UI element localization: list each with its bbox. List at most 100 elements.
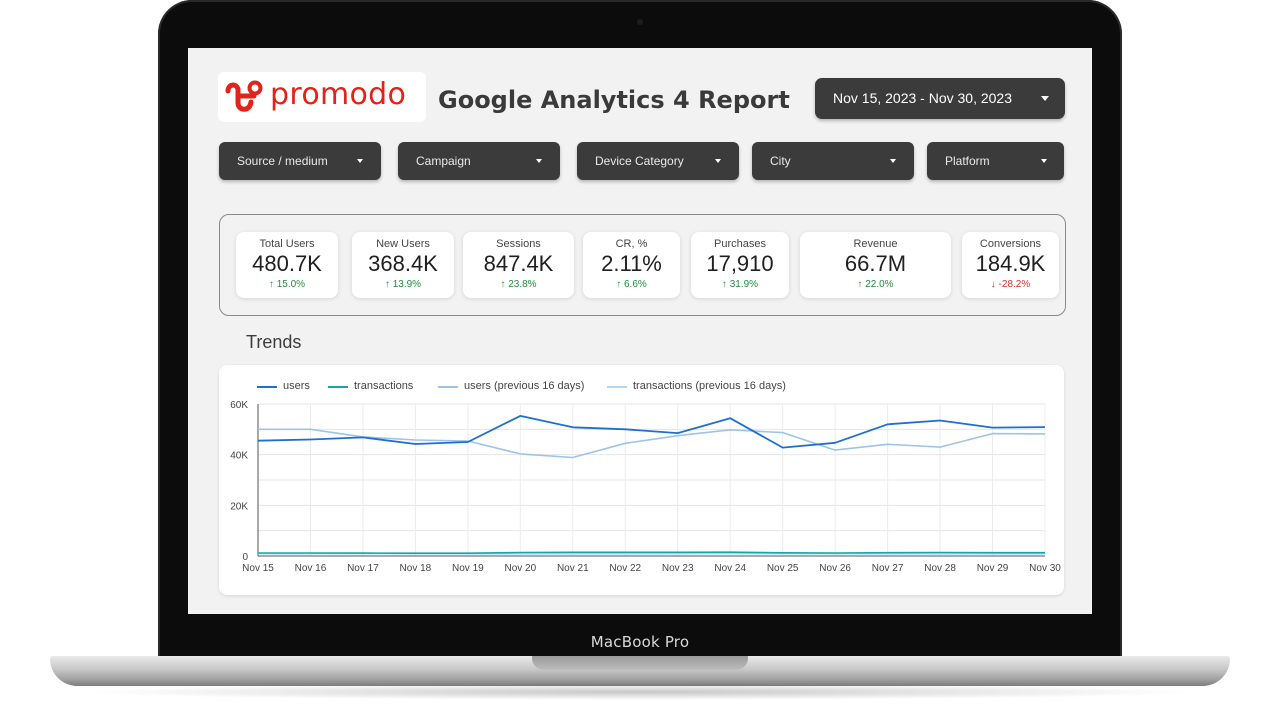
x-tick-label: Nov 19 <box>452 563 484 574</box>
date-range-picker[interactable]: Nov 15, 2023 - Nov 30, 2023 <box>815 78 1065 119</box>
chevron-down-icon <box>1041 159 1047 163</box>
filter-city[interactable]: City <box>752 142 914 180</box>
filter-label: Source / medium <box>237 154 328 168</box>
kpi-delta-value: 31.9% <box>729 279 759 290</box>
x-tick-label: Nov 30 <box>1029 563 1061 574</box>
date-range-label: Nov 15, 2023 - Nov 30, 2023 <box>833 90 1013 106</box>
legend-swatch <box>328 386 348 388</box>
dashboard-screen: promodo Google Analytics 4 Report Nov 15… <box>188 48 1092 614</box>
filter-label: Device Category <box>595 154 684 168</box>
filter-source-medium[interactable]: Source / medium <box>219 142 381 180</box>
kpi-delta: ↑ 13.9% <box>352 279 454 290</box>
legend-label: users (previous 16 days) <box>464 380 585 392</box>
kpi-delta-value: 23.8% <box>508 279 537 290</box>
kpi-card-cr: CR, % 2.11% ↑ 6.6% <box>583 232 680 298</box>
arrow-down-icon: ↓ <box>990 279 996 290</box>
camera-icon <box>637 19 643 25</box>
kpi-delta: ↑ 15.0% <box>236 279 338 290</box>
x-tick-label: Nov 26 <box>819 563 851 574</box>
kpi-delta: ↑ 23.8% <box>463 279 574 290</box>
x-tick-label: Nov 23 <box>662 563 694 574</box>
y-tick-label: 40K <box>230 451 248 462</box>
x-tick-label: Nov 29 <box>977 563 1009 574</box>
kpi-delta: ↑ 31.9% <box>691 279 789 290</box>
kpi-delta: ↑ 6.6% <box>583 279 680 290</box>
kpi-delta: ↓ -28.2% <box>962 279 1059 290</box>
arrow-up-icon: ↑ <box>857 279 863 290</box>
kpi-delta-value: 13.9% <box>392 279 422 290</box>
kpi-label: CR, % <box>615 238 648 250</box>
chevron-down-icon <box>357 159 363 163</box>
x-tick-label: Nov 20 <box>504 563 536 574</box>
kpi-label: Sessions <box>496 238 541 250</box>
chevron-down-icon <box>715 159 721 163</box>
arrow-up-icon: ↑ <box>500 279 506 290</box>
chevron-down-icon <box>536 159 542 163</box>
kpi-delta-value: 15.0% <box>276 279 306 290</box>
kpi-value: 17,910 <box>706 251 774 276</box>
y-tick-label: 60K <box>230 400 248 411</box>
chevron-down-icon <box>1041 96 1049 101</box>
kpi-label: New Users <box>376 238 430 250</box>
series-line-users <box>257 415 1046 449</box>
page-title: Google Analytics 4 Report <box>438 86 790 114</box>
legend-label: transactions <box>354 380 414 392</box>
filter-device-category[interactable]: Device Category <box>577 142 739 180</box>
laptop-notch <box>532 656 748 670</box>
filter-platform[interactable]: Platform <box>927 142 1064 180</box>
kpi-card-sessions: Sessions 847.4K ↑ 23.8% <box>463 232 574 298</box>
kpi-panel: Total Users 480.7K ↑ 15.0% New Users 368… <box>219 214 1066 316</box>
device-label: MacBook Pro <box>590 633 690 651</box>
arrow-up-icon: ↑ <box>268 279 274 290</box>
x-tick-label: Nov 15 <box>242 563 274 574</box>
legend-swatch <box>438 386 458 388</box>
trends-line-chart: 0 20K 40K 60K Nov 15 Nov 16 Nov 17 Nov 18 Nov 19… <box>230 400 1061 574</box>
kpi-label: Revenue <box>853 238 898 250</box>
x-tick-label: Nov 21 <box>557 563 589 574</box>
series-line-users-previous-16-days- <box>258 428 1046 459</box>
filter-label: City <box>770 154 791 168</box>
x-tick-label: Nov 27 <box>872 563 904 574</box>
kpi-value: 66.7M <box>844 251 907 276</box>
brand-name: promodo <box>270 77 407 112</box>
legend-label: transactions (previous 16 days) <box>633 380 786 392</box>
x-tick-label: Nov 24 <box>714 563 746 574</box>
x-tick-label: Nov 18 <box>400 563 432 574</box>
kpi-delta-value: -28.2% <box>998 279 1031 290</box>
kpi-value: 2.11% <box>601 251 662 276</box>
kpi-card-conversions: Conversions 184.9K ↓ -28.2% <box>962 232 1059 298</box>
laptop-shadow <box>80 684 1200 700</box>
kpi-card-revenue: Revenue 66.7M ↑ 22.0% <box>800 232 951 298</box>
y-tick-label: 20K <box>230 501 248 512</box>
x-tick-label: Nov 16 <box>295 563 327 574</box>
x-tick-label: Nov 22 <box>609 563 641 574</box>
kpi-value: 847.4K <box>483 251 554 276</box>
kpi-value: 184.9K <box>975 251 1046 276</box>
filter-label: Platform <box>945 154 990 168</box>
legend-swatch <box>607 386 627 388</box>
kpi-value: 368.4K <box>368 251 438 276</box>
legend-label: users <box>283 380 310 392</box>
promodo-logo-icon <box>225 80 263 112</box>
series-line-transactions <box>258 551 1045 554</box>
y-tick-label: 0 <box>242 552 248 563</box>
filter-campaign[interactable]: Campaign <box>398 142 560 180</box>
kpi-delta-value: 22.0% <box>865 279 894 290</box>
arrow-up-icon: ↑ <box>384 279 390 290</box>
section-title-trends: Trends <box>246 332 302 352</box>
kpi-label: Purchases <box>714 238 766 250</box>
kpi-label: Conversions <box>979 238 1042 250</box>
legend-swatch <box>257 386 277 388</box>
x-tick-label: Nov 28 <box>924 563 956 574</box>
arrow-up-icon: ↑ <box>616 279 622 290</box>
kpi-delta: ↑ 22.0% <box>800 279 951 290</box>
trends-chart-card: users transactions users (previous 16 da… <box>219 365 1064 595</box>
kpi-value: 480.7K <box>252 251 322 276</box>
brand-logo: promodo <box>218 72 426 122</box>
arrow-up-icon: ↑ <box>721 279 727 290</box>
x-tick-label: Nov 17 <box>347 563 379 574</box>
kpi-card-purchases: Purchases 17,910 ↑ 31.9% <box>691 232 789 298</box>
kpi-label: Total Users <box>259 238 315 250</box>
kpi-delta-value: 6.6% <box>623 279 647 290</box>
filter-label: Campaign <box>416 154 471 168</box>
